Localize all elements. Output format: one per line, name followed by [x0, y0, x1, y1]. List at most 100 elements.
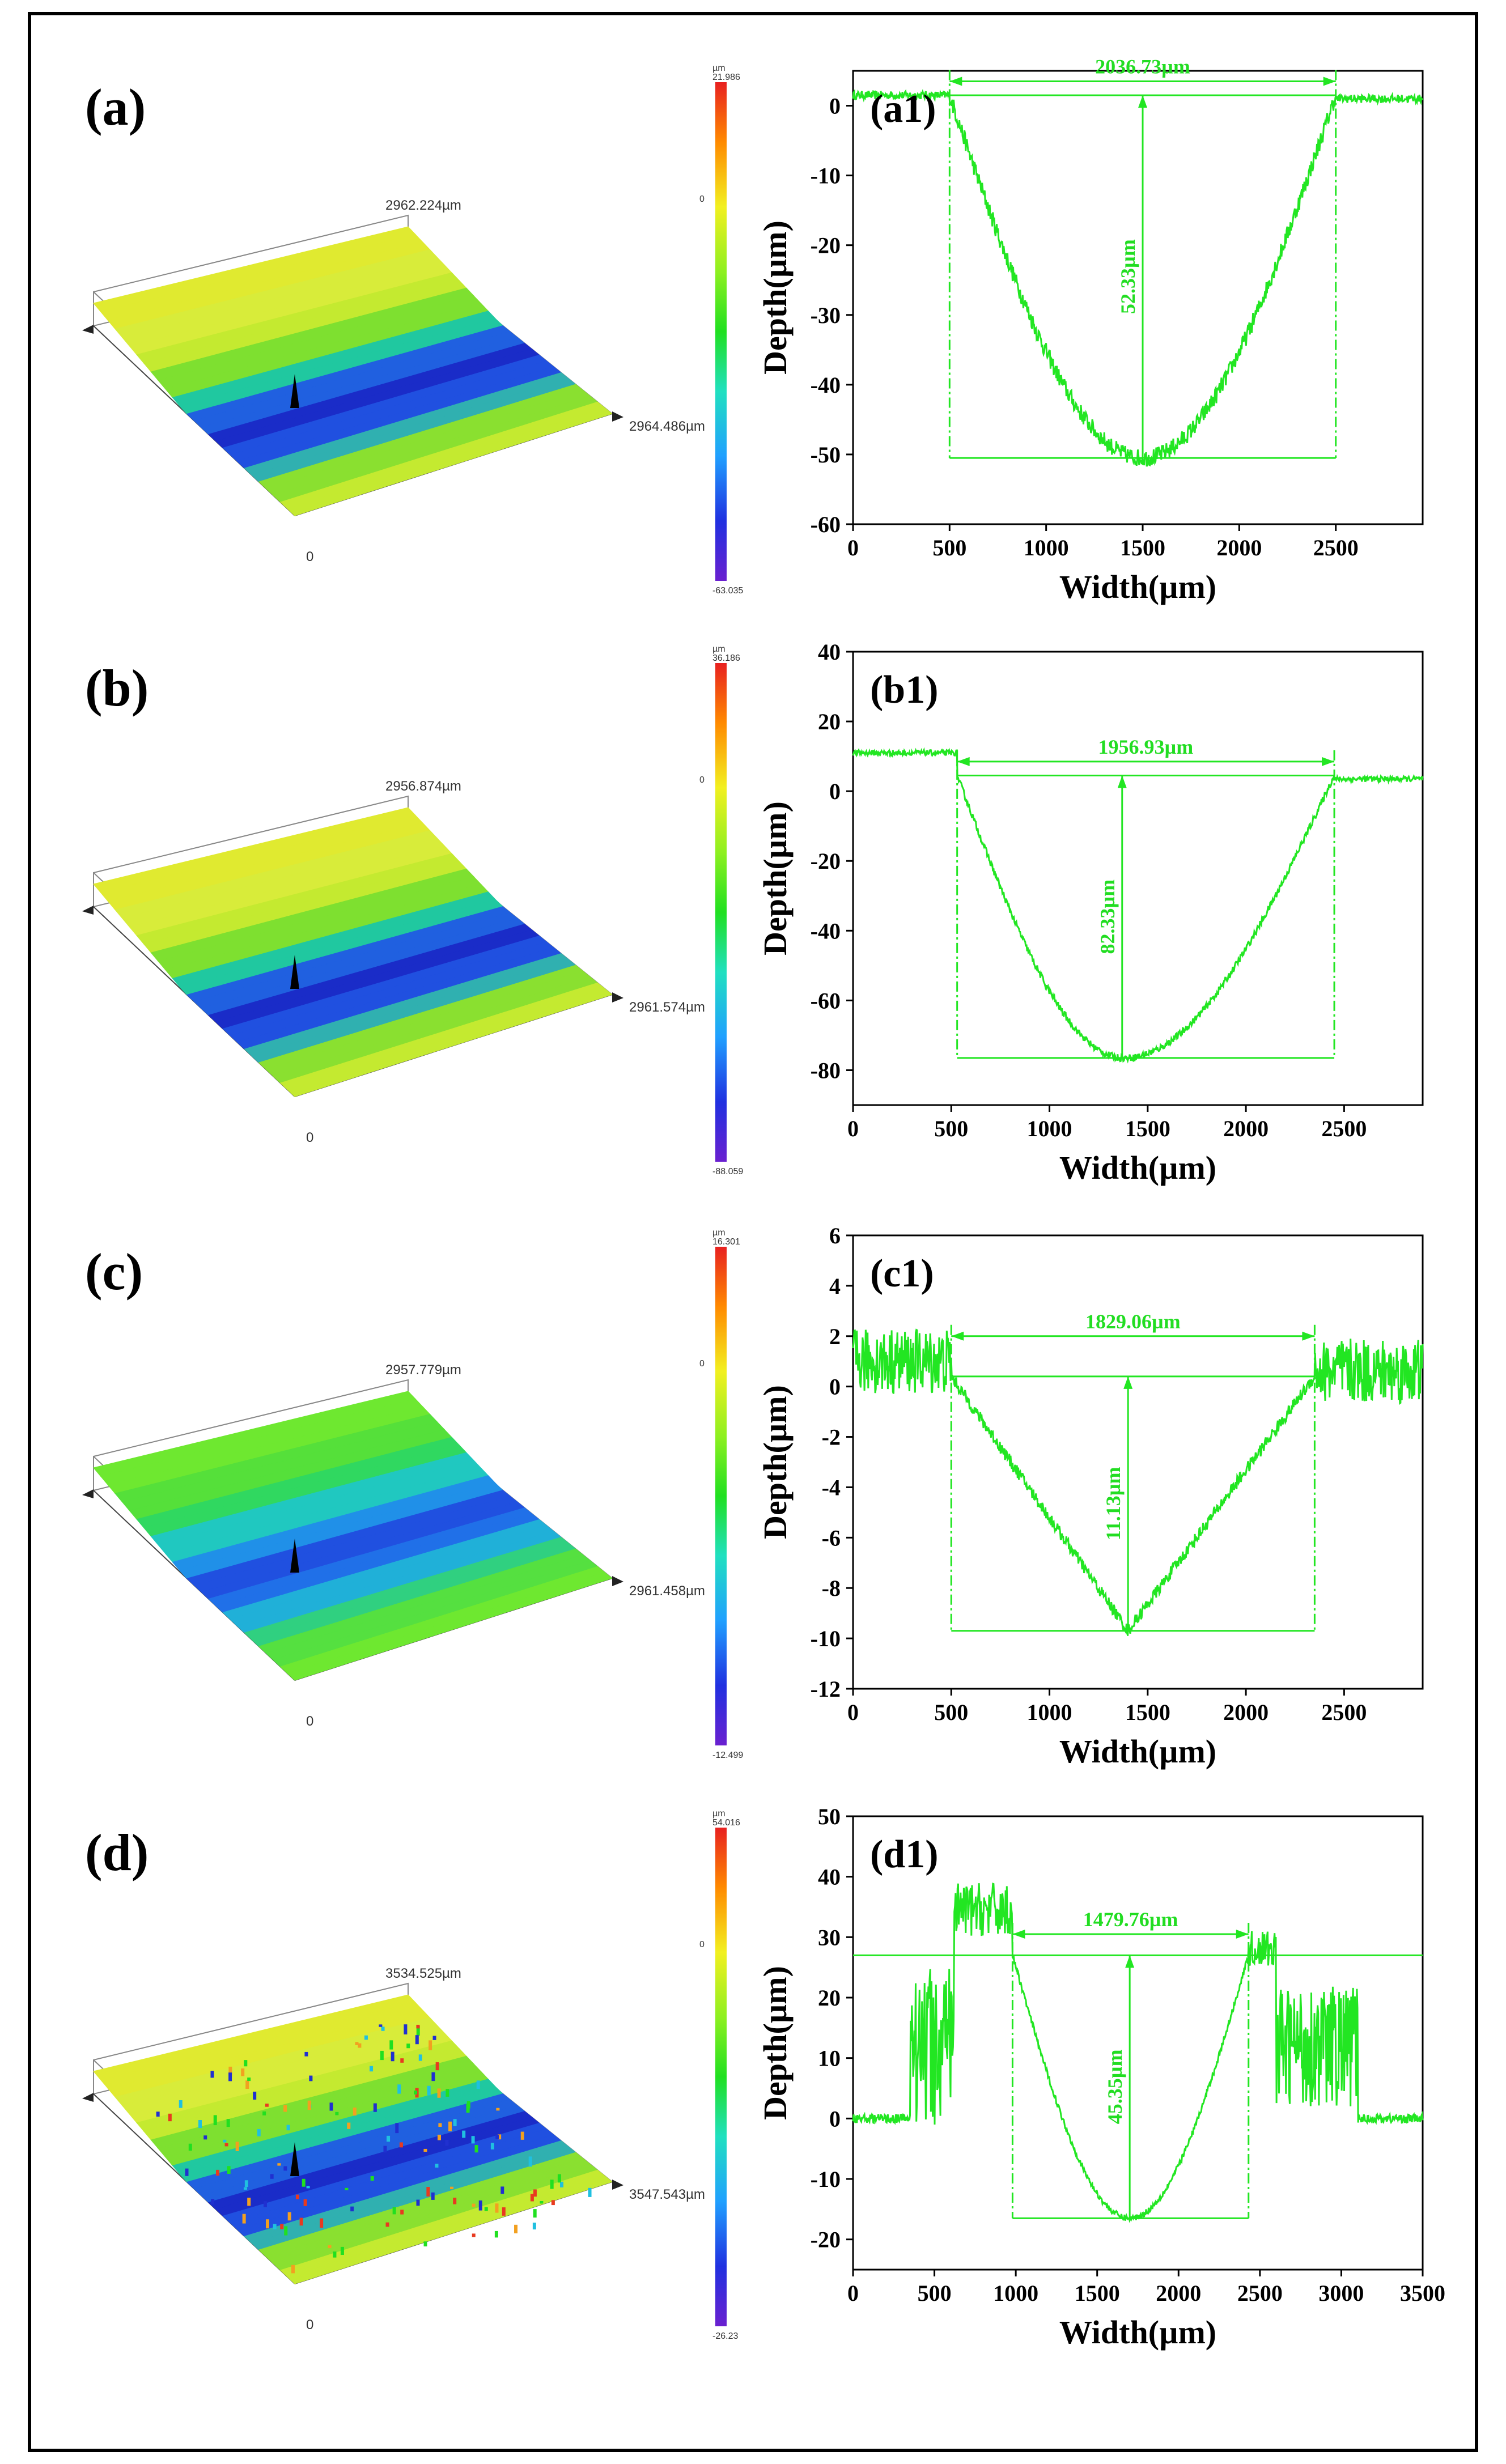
- surface-roughness: [347, 2122, 351, 2129]
- surface-roughness: [304, 2051, 308, 2057]
- width-arrow-right: [1322, 757, 1335, 766]
- y-tick-label: -80: [811, 1057, 841, 1083]
- surface-roughness: [241, 2068, 245, 2076]
- y-tick-label: -60: [811, 512, 841, 537]
- surface-roughness: [373, 2103, 377, 2112]
- surface-roughness: [381, 2027, 385, 2031]
- profile-line: [852, 1328, 1424, 1636]
- surface-roughness: [277, 2163, 281, 2166]
- surface-roughness: [216, 2169, 220, 2176]
- surface-roughness: [265, 2104, 269, 2107]
- y-tick-label: 2: [829, 1324, 841, 1349]
- surface-roughness: [435, 2062, 439, 2071]
- surface-roughness: [188, 2143, 192, 2151]
- probe-marker: [290, 955, 299, 989]
- y-tick-label: 50: [818, 1804, 841, 1829]
- surface-origin-label: 0: [306, 1130, 313, 1145]
- surface-roughness: [414, 2091, 418, 2095]
- surface-roughness: [358, 2043, 362, 2048]
- surface-roughness: [395, 2123, 399, 2134]
- surface-roughness: [370, 2176, 374, 2181]
- axis-arrow-left: [82, 325, 94, 334]
- surface-roughness: [418, 2054, 422, 2061]
- surface-roughness: [262, 2111, 266, 2115]
- colorbar-max: 54.016: [712, 1818, 740, 1828]
- surface-roughness: [306, 2186, 310, 2189]
- x-tick-label: 1500: [1125, 1116, 1170, 1141]
- surface-roughness: [270, 2174, 274, 2179]
- chart-panel-label: (c1): [870, 1252, 934, 1295]
- surface-roughness: [500, 2186, 504, 2194]
- x-tick-label: 1000: [1027, 1116, 1072, 1141]
- y-tick-label: -10: [811, 2166, 841, 2192]
- colorbar-max: 21.986: [712, 73, 740, 82]
- axis-arrow-left: [82, 2093, 94, 2102]
- surface-roughness: [380, 2050, 384, 2061]
- surface-roughness: [495, 2135, 499, 2139]
- surface-origin-label: 0: [306, 549, 313, 564]
- surface-roughness: [533, 2209, 537, 2218]
- surface-roughness: [431, 2192, 435, 2200]
- surface-roughness: [350, 2206, 354, 2212]
- surface-roughness: [400, 2210, 404, 2215]
- y-tick-label: -20: [811, 848, 841, 874]
- x-tick-label: 500: [934, 1116, 968, 1141]
- surface-roughness: [471, 2136, 475, 2144]
- surface-roughness: [416, 2199, 420, 2206]
- surface-roughness: [286, 2125, 290, 2131]
- surface-roughness: [560, 2181, 564, 2187]
- profile-chart-d: 0 500 1000 1500 2000 2500 3000 3500 50 40 30 20 10 0 -…: [757, 1804, 1445, 2351]
- surface-roughness: [446, 2089, 449, 2097]
- surface-width-label: 3547.543µm: [629, 2187, 705, 2202]
- width-arrow-right: [1302, 1331, 1315, 1341]
- surface-roughness: [423, 2241, 427, 2247]
- y-tick-label: -8: [822, 1575, 841, 1601]
- probe-marker: [290, 2142, 299, 2176]
- x-axis-title: Width(µm): [1059, 1733, 1216, 1770]
- y-tick-label: -2: [822, 1425, 841, 1450]
- x-tick-label: 1500: [1125, 1700, 1170, 1725]
- depth-annotation: 11.13µm: [1102, 1467, 1125, 1540]
- colorbar-unit: µm: [712, 644, 726, 654]
- surface-roughness: [320, 2218, 324, 2228]
- axis-arrow-right: [612, 992, 623, 1002]
- surface-roughness: [253, 2091, 257, 2100]
- x-tick-label: 500: [918, 2280, 952, 2306]
- x-tick-label: 2500: [1237, 2280, 1283, 2306]
- y-tick-label: -20: [811, 2227, 841, 2253]
- x-tick-label: 500: [934, 1700, 968, 1725]
- width-annotation: 1829.06µm: [1085, 1310, 1181, 1333]
- surface-roughness: [247, 2078, 251, 2081]
- surface-roughness: [416, 2024, 420, 2029]
- surface-width-label: 2961.458µm: [629, 1583, 705, 1599]
- surface-panel-label: (a): [85, 78, 146, 136]
- colorbar: [715, 663, 727, 1162]
- surface-roughness: [379, 2024, 383, 2027]
- surface-roughness: [226, 2119, 230, 2127]
- surface-width-label: 2964.486µm: [629, 419, 705, 434]
- width-arrow-left: [949, 77, 962, 86]
- surface-roughness: [496, 2108, 500, 2111]
- surface-roughness: [399, 2142, 403, 2148]
- surface-roughness: [437, 2134, 441, 2140]
- surface-roughness: [445, 2140, 449, 2146]
- surface-roughness: [228, 2072, 232, 2081]
- surface-roughness: [431, 2072, 435, 2081]
- surface-roughness: [478, 2200, 482, 2211]
- surface-roughness: [474, 2145, 478, 2153]
- surface-roughness: [287, 2212, 291, 2221]
- surface-roughness: [532, 2223, 536, 2230]
- surface-roughness: [210, 2071, 214, 2078]
- surface-length-label: 3534.525µm: [385, 1966, 461, 1981]
- surface-roughness: [551, 2200, 555, 2206]
- width-annotation: 1479.76µm: [1083, 1908, 1178, 1931]
- y-axis-title: Depth(µm): [757, 1385, 794, 1539]
- plot-frame: [852, 1234, 1424, 1690]
- surface-roughness: [438, 2123, 442, 2127]
- surface-roughness: [383, 2146, 387, 2153]
